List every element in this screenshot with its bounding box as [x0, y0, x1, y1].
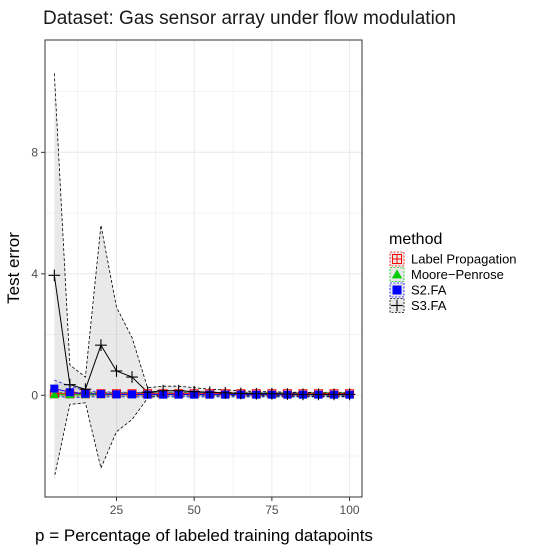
legend-marker — [391, 269, 403, 279]
data-point — [188, 385, 201, 398]
legend-label: S3.FA — [411, 298, 447, 313]
data-point — [297, 388, 309, 401]
data-point — [126, 371, 138, 383]
y-tick-label: 4 — [31, 267, 38, 281]
legend-label: Label Propagation — [411, 252, 517, 267]
x-axis-title: p = Percentage of labeled training datap… — [35, 526, 373, 545]
y-axis-title: Test error — [4, 232, 23, 304]
plot-border — [44, 39, 363, 498]
legend-key — [389, 251, 405, 267]
data-point — [219, 386, 232, 399]
legend-title: method — [389, 231, 442, 248]
data-point — [157, 384, 169, 397]
data-point — [50, 384, 59, 393]
legend-marker — [391, 299, 403, 312]
x-tick-label: 75 — [265, 503, 279, 517]
data-point — [49, 390, 59, 399]
data-point — [141, 386, 154, 399]
data-point — [65, 388, 74, 397]
legend-marker — [392, 285, 402, 295]
legend: method Label PropagationMoore−PenroseS2.… — [389, 231, 517, 313]
data-point — [203, 386, 216, 399]
data-point — [95, 339, 107, 352]
x-axis: 25 50 75 100 — [110, 497, 360, 517]
data-point — [281, 388, 294, 400]
x-tick-label: 25 — [110, 503, 124, 517]
data-point — [128, 390, 137, 399]
legend-key — [389, 267, 405, 282]
plot-panel — [44, 39, 363, 498]
legend-label: S2.FA — [411, 283, 447, 298]
data-point — [172, 384, 185, 397]
x-tick-label: 100 — [340, 503, 360, 517]
y-axis: 0 4 8 — [31, 145, 45, 402]
data-point — [266, 387, 278, 400]
data-point — [312, 388, 325, 401]
data-point — [250, 387, 263, 400]
data-point — [343, 388, 356, 401]
data-point — [328, 388, 340, 401]
chart-title: Dataset: Gas sensor array under flow mod… — [43, 8, 456, 29]
legend-label: Moore−Penrose — [411, 267, 504, 282]
legend-marker — [392, 254, 402, 264]
data-point — [234, 387, 247, 400]
error-band — [54, 73, 350, 478]
data-point — [110, 365, 123, 377]
data-point — [48, 269, 61, 282]
data-point — [64, 378, 76, 391]
y-tick-label: 8 — [31, 145, 38, 159]
y-tick-label: 0 — [31, 388, 38, 402]
legend-key — [389, 298, 405, 313]
x-tick-label: 50 — [187, 503, 201, 517]
data-point — [79, 383, 92, 396]
legend-key — [389, 282, 405, 298]
data-point — [96, 390, 105, 399]
series-markers — [48, 269, 356, 401]
data-point — [112, 390, 121, 399]
